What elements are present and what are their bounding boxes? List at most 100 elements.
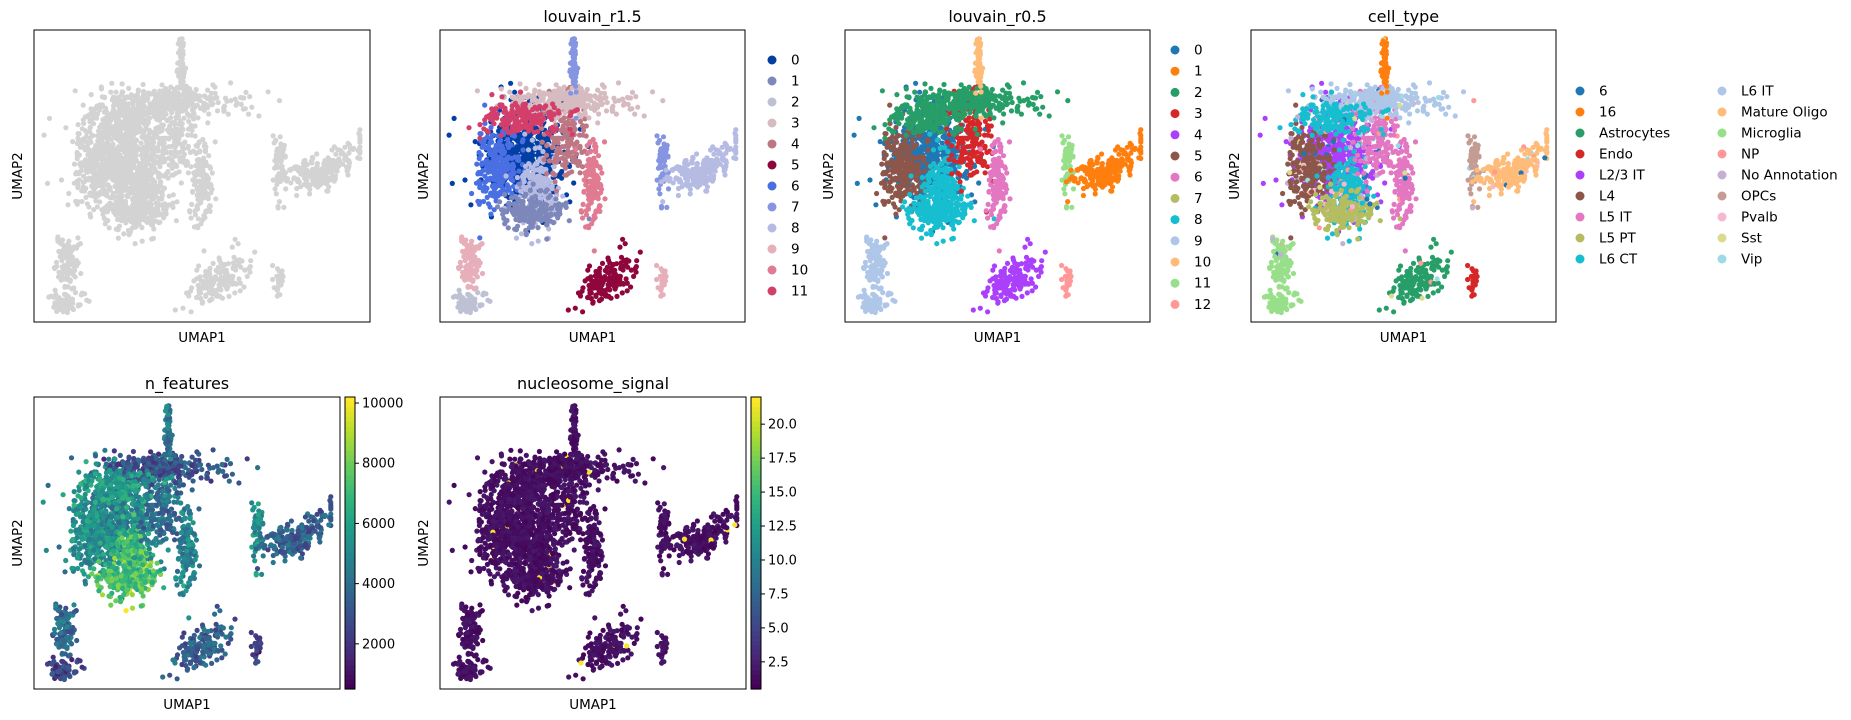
cell-point (535, 238, 541, 244)
cell-point (553, 196, 559, 202)
cell-point (283, 186, 289, 192)
cell-point (187, 149, 193, 155)
cell-point (138, 173, 145, 179)
cell-point (655, 140, 661, 146)
cell-point (489, 106, 495, 112)
cell-point (580, 309, 586, 315)
cell-point (509, 209, 516, 215)
cell-point (174, 163, 180, 169)
cell-point (658, 205, 665, 211)
cell-point (637, 249, 643, 255)
cell-point (189, 127, 195, 133)
cell-point (583, 91, 589, 97)
cell-point (584, 163, 590, 169)
cell-point (731, 155, 737, 161)
cell-point (159, 188, 165, 194)
cell-point (529, 201, 535, 207)
cell-point (521, 193, 527, 199)
cell-point (527, 174, 533, 180)
cell-point (174, 126, 180, 132)
cell-point (218, 276, 224, 282)
cell-point (489, 92, 495, 98)
cell-point (572, 146, 579, 152)
cell-point (596, 111, 602, 117)
cell-point (573, 115, 579, 121)
cell-point (550, 170, 556, 176)
cell-point (519, 117, 526, 123)
cell-point (74, 155, 80, 162)
cell-point (524, 142, 530, 148)
cell-point (544, 143, 550, 149)
cell-point (509, 103, 515, 109)
cell-point (78, 168, 84, 174)
cell-point (627, 106, 633, 112)
cell-point (513, 216, 519, 223)
cell-point (172, 151, 178, 157)
cell-point (103, 109, 109, 115)
cell-point (568, 90, 574, 96)
cell-point (117, 127, 123, 133)
cell-point (200, 136, 206, 143)
cell-point (544, 236, 550, 242)
cell-point (281, 204, 287, 210)
cell-point (466, 125, 472, 131)
cell-point (201, 213, 207, 219)
cell-point (87, 135, 93, 141)
cell-point (238, 101, 244, 107)
cell-point (509, 94, 515, 100)
cell-point (535, 225, 541, 231)
cell-point (512, 194, 518, 200)
cell-point (149, 135, 155, 141)
cell-point (505, 136, 511, 143)
cell-point (572, 305, 578, 311)
cell-point (176, 109, 182, 115)
cell-point (329, 147, 335, 153)
cell-point (81, 159, 87, 165)
cell-point (208, 190, 214, 196)
cell-point (228, 98, 234, 104)
cell-point (139, 152, 145, 158)
cell-point (132, 201, 139, 207)
cell-point (87, 211, 93, 217)
cell-point (616, 273, 622, 279)
cell-point (98, 104, 104, 110)
cell-point (177, 155, 183, 161)
cell-point (554, 88, 560, 94)
cell-point (170, 160, 176, 166)
cell-point (511, 170, 517, 176)
cell-point (583, 224, 589, 230)
cell-point (192, 169, 199, 175)
cell-point (573, 66, 579, 72)
cell-point (536, 88, 543, 95)
cell-point (617, 244, 623, 250)
cell-point (484, 114, 490, 120)
cell-point (196, 189, 202, 195)
cell-point (136, 145, 142, 151)
cell-point (475, 198, 481, 204)
cell-point (82, 128, 89, 134)
cell-point (276, 98, 283, 104)
cell-point (147, 189, 153, 195)
cell-point (139, 134, 145, 140)
cell-point (206, 153, 212, 159)
cell-point (226, 293, 232, 299)
cell-point (468, 307, 474, 313)
cell-point (89, 151, 95, 157)
cell-point (222, 273, 228, 279)
cell-point (41, 132, 47, 138)
cell-point (174, 199, 180, 205)
cell-point (357, 150, 363, 156)
cell-point (711, 151, 717, 157)
cell-point (620, 102, 627, 108)
cell-point (122, 139, 128, 145)
cell-point (470, 257, 476, 263)
cell-point (131, 126, 137, 132)
cell-point (61, 244, 67, 251)
cell-point (479, 302, 485, 308)
cell-point (271, 285, 277, 291)
cell-point (128, 168, 134, 174)
cell-point (635, 104, 641, 110)
cell-point (338, 151, 344, 157)
cell-point (503, 109, 509, 115)
cell-point (270, 262, 276, 269)
